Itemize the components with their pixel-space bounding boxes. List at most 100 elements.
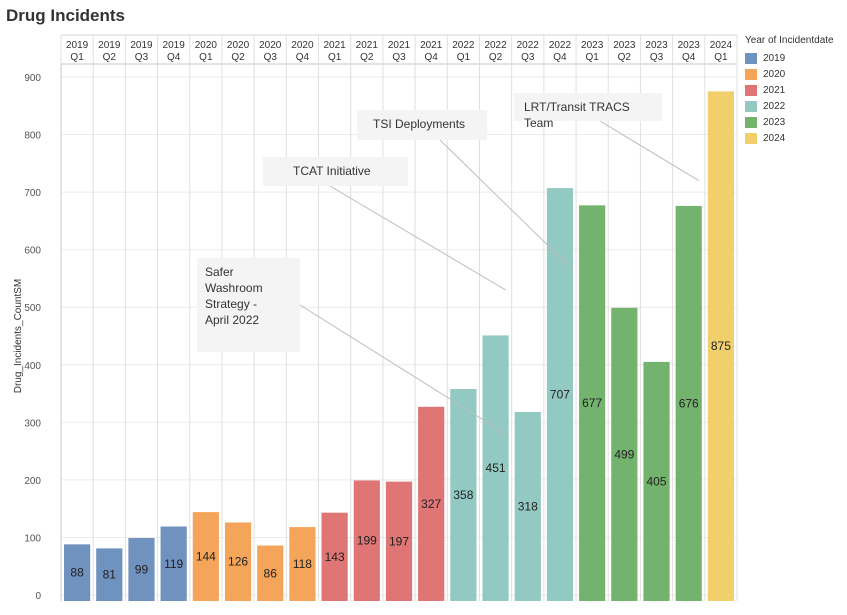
bar bbox=[643, 361, 670, 601]
bar bbox=[385, 481, 413, 601]
x-header-quarter-label: Q3 bbox=[392, 52, 406, 63]
bar-value-label: 86 bbox=[264, 566, 278, 580]
annotation-text: April 2022 bbox=[205, 313, 260, 327]
bar-value-label: 358 bbox=[453, 488, 473, 502]
legend-item: 2020 bbox=[745, 66, 834, 82]
bar bbox=[353, 480, 380, 601]
x-header-year-label: 2022 bbox=[484, 40, 507, 51]
x-header-year-label: 2023 bbox=[678, 40, 701, 51]
bar-value-label: 88 bbox=[70, 566, 84, 580]
bar-value-label: 81 bbox=[103, 568, 117, 582]
x-header-quarter-label: Q1 bbox=[70, 52, 84, 63]
x-header-quarter-label: Q1 bbox=[714, 52, 728, 63]
x-header-year-label: 2023 bbox=[613, 40, 636, 51]
legend-swatch bbox=[745, 68, 757, 80]
x-header-quarter-label: Q4 bbox=[296, 52, 310, 63]
x-header-year-label: 2021 bbox=[388, 40, 411, 51]
x-header-quarter-label: Q4 bbox=[553, 52, 567, 63]
x-header-year-label: 2021 bbox=[420, 40, 443, 51]
y-tick-label: 700 bbox=[24, 188, 41, 199]
bar-value-label: 99 bbox=[135, 563, 149, 577]
y-tick-label: 0 bbox=[35, 591, 41, 602]
x-header-quarter-label: Q3 bbox=[264, 52, 278, 63]
y-tick-label: 500 bbox=[24, 303, 41, 314]
bar bbox=[192, 512, 219, 601]
x-header-quarter-label: Q2 bbox=[231, 52, 245, 63]
page-title: Drug Incidents bbox=[6, 6, 126, 25]
legend-title: Year of Incidentdate bbox=[745, 35, 834, 46]
x-header-year-label: 2021 bbox=[323, 40, 346, 51]
annotation-text: TSI Deployments bbox=[373, 117, 466, 131]
bar-value-label: 676 bbox=[679, 396, 699, 410]
legend-item: 2023 bbox=[745, 114, 834, 130]
bar bbox=[514, 411, 541, 601]
bar-value-label: 143 bbox=[325, 550, 345, 564]
legend-item: 2021 bbox=[745, 82, 834, 98]
bar bbox=[257, 545, 284, 601]
x-header-quarter-label: Q3 bbox=[135, 52, 149, 63]
y-tick-label: 600 bbox=[24, 246, 41, 257]
x-header-quarter-label: Q2 bbox=[618, 52, 632, 63]
bar-value-label: 199 bbox=[357, 534, 377, 548]
x-header-year-label: 2020 bbox=[227, 40, 250, 51]
bar-value-label: 118 bbox=[293, 557, 312, 571]
bar bbox=[418, 406, 445, 601]
bar bbox=[160, 526, 187, 601]
bar-value-label: 451 bbox=[486, 461, 506, 475]
bar-value-label: 499 bbox=[614, 447, 634, 461]
x-header-quarter-label: Q3 bbox=[650, 52, 664, 63]
annotation-text: Safer bbox=[205, 265, 234, 279]
x-header-quarter-label: Q4 bbox=[425, 52, 439, 63]
bar bbox=[707, 91, 734, 601]
legend-item: 2019 bbox=[745, 50, 834, 66]
bar bbox=[289, 527, 316, 601]
legend-swatch bbox=[745, 116, 757, 128]
bar bbox=[482, 335, 509, 601]
x-header-year-label: 2020 bbox=[259, 40, 282, 51]
x-header-quarter-label: Q1 bbox=[328, 52, 342, 63]
legend-item: 2022 bbox=[745, 98, 834, 114]
x-header-quarter-label: Q1 bbox=[199, 52, 213, 63]
legend-label: 2020 bbox=[763, 68, 786, 80]
bar-value-label: 119 bbox=[164, 557, 183, 571]
bar bbox=[64, 544, 91, 601]
annotation-text: Washroom bbox=[205, 281, 263, 295]
x-header-year-label: 2019 bbox=[66, 40, 89, 51]
y-tick-label: 800 bbox=[24, 131, 41, 142]
legend-label: 2024 bbox=[763, 132, 786, 144]
bar bbox=[128, 538, 155, 601]
bar-value-label: 126 bbox=[228, 555, 248, 569]
bar-value-label: 197 bbox=[389, 534, 409, 548]
legend-label: 2021 bbox=[763, 84, 786, 96]
bar-value-label: 327 bbox=[421, 497, 441, 511]
bar-value-label: 677 bbox=[582, 396, 602, 410]
x-header-quarter-label: Q2 bbox=[489, 52, 503, 63]
legend-label: 2019 bbox=[763, 52, 786, 64]
bar bbox=[450, 388, 477, 601]
annotation-box: Safer Washroom Strategy - April 2022 bbox=[197, 258, 300, 352]
x-header-year-label: 2022 bbox=[452, 40, 475, 51]
y-tick-label: 900 bbox=[24, 73, 41, 84]
annotation-leader-line bbox=[299, 304, 506, 435]
bar bbox=[579, 205, 606, 602]
legend-swatch bbox=[745, 100, 757, 112]
x-header-quarter-label: Q2 bbox=[360, 52, 374, 63]
bar bbox=[611, 307, 638, 601]
x-header-year-label: 2023 bbox=[581, 40, 604, 51]
bar-value-label: 144 bbox=[196, 550, 216, 564]
bar bbox=[96, 548, 123, 601]
x-header-year-label: 2023 bbox=[645, 40, 668, 51]
x-header-quarter-label: Q3 bbox=[521, 52, 535, 63]
x-header-quarter-label: Q4 bbox=[682, 52, 696, 63]
y-tick-label: 200 bbox=[24, 476, 41, 487]
y-axis-title: Drug_Incidents_CountSM bbox=[13, 279, 24, 394]
x-header-quarter-label: Q1 bbox=[457, 52, 471, 63]
y-tick-label: 400 bbox=[24, 361, 41, 372]
annotation-leader-line bbox=[599, 120, 699, 182]
legend: Year of Incidentdate 2019 2020 2021 2022 202… bbox=[745, 35, 834, 146]
legend-swatch bbox=[745, 84, 757, 96]
bar bbox=[224, 522, 252, 601]
x-header-year-label: 2021 bbox=[356, 40, 379, 51]
x-header-quarter-label: Q1 bbox=[585, 52, 599, 63]
